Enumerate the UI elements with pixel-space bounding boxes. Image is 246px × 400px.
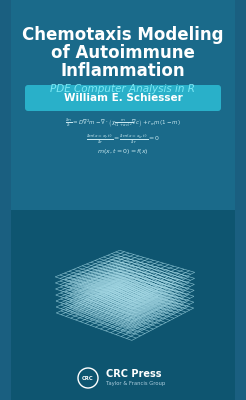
- Bar: [235, 0, 246, 400]
- Text: $m(x,t=0) = f(x)$: $m(x,t=0) = f(x)$: [97, 148, 149, 156]
- Text: Inflammation: Inflammation: [61, 62, 185, 80]
- FancyBboxPatch shape: [25, 85, 221, 111]
- Text: Chemotaxis Modeling: Chemotaxis Modeling: [22, 26, 224, 44]
- Text: Taylor & Francis Group: Taylor & Francis Group: [106, 380, 165, 386]
- Text: $\frac{\partial m}{\partial t} = D\nabla^2 m - \nabla \cdot \left(\chi\frac{m}{(: $\frac{\partial m}{\partial t} = D\nabla…: [65, 116, 181, 130]
- Text: William E. Schiesser: William E. Schiesser: [64, 93, 182, 103]
- Text: CRC: CRC: [82, 376, 94, 380]
- Text: CRC Press: CRC Press: [106, 369, 162, 379]
- Bar: [0, 0, 11, 400]
- Text: PDE Computer Analysis in R: PDE Computer Analysis in R: [50, 84, 196, 94]
- Text: of Autoimmune: of Autoimmune: [51, 44, 195, 62]
- Polygon shape: [0, 210, 246, 400]
- Text: $\frac{\partial m(x=x_l,t)}{\partial r} = \frac{\partial m(x=x_u,t)}{\partial r}: $\frac{\partial m(x=x_l,t)}{\partial r} …: [86, 132, 160, 146]
